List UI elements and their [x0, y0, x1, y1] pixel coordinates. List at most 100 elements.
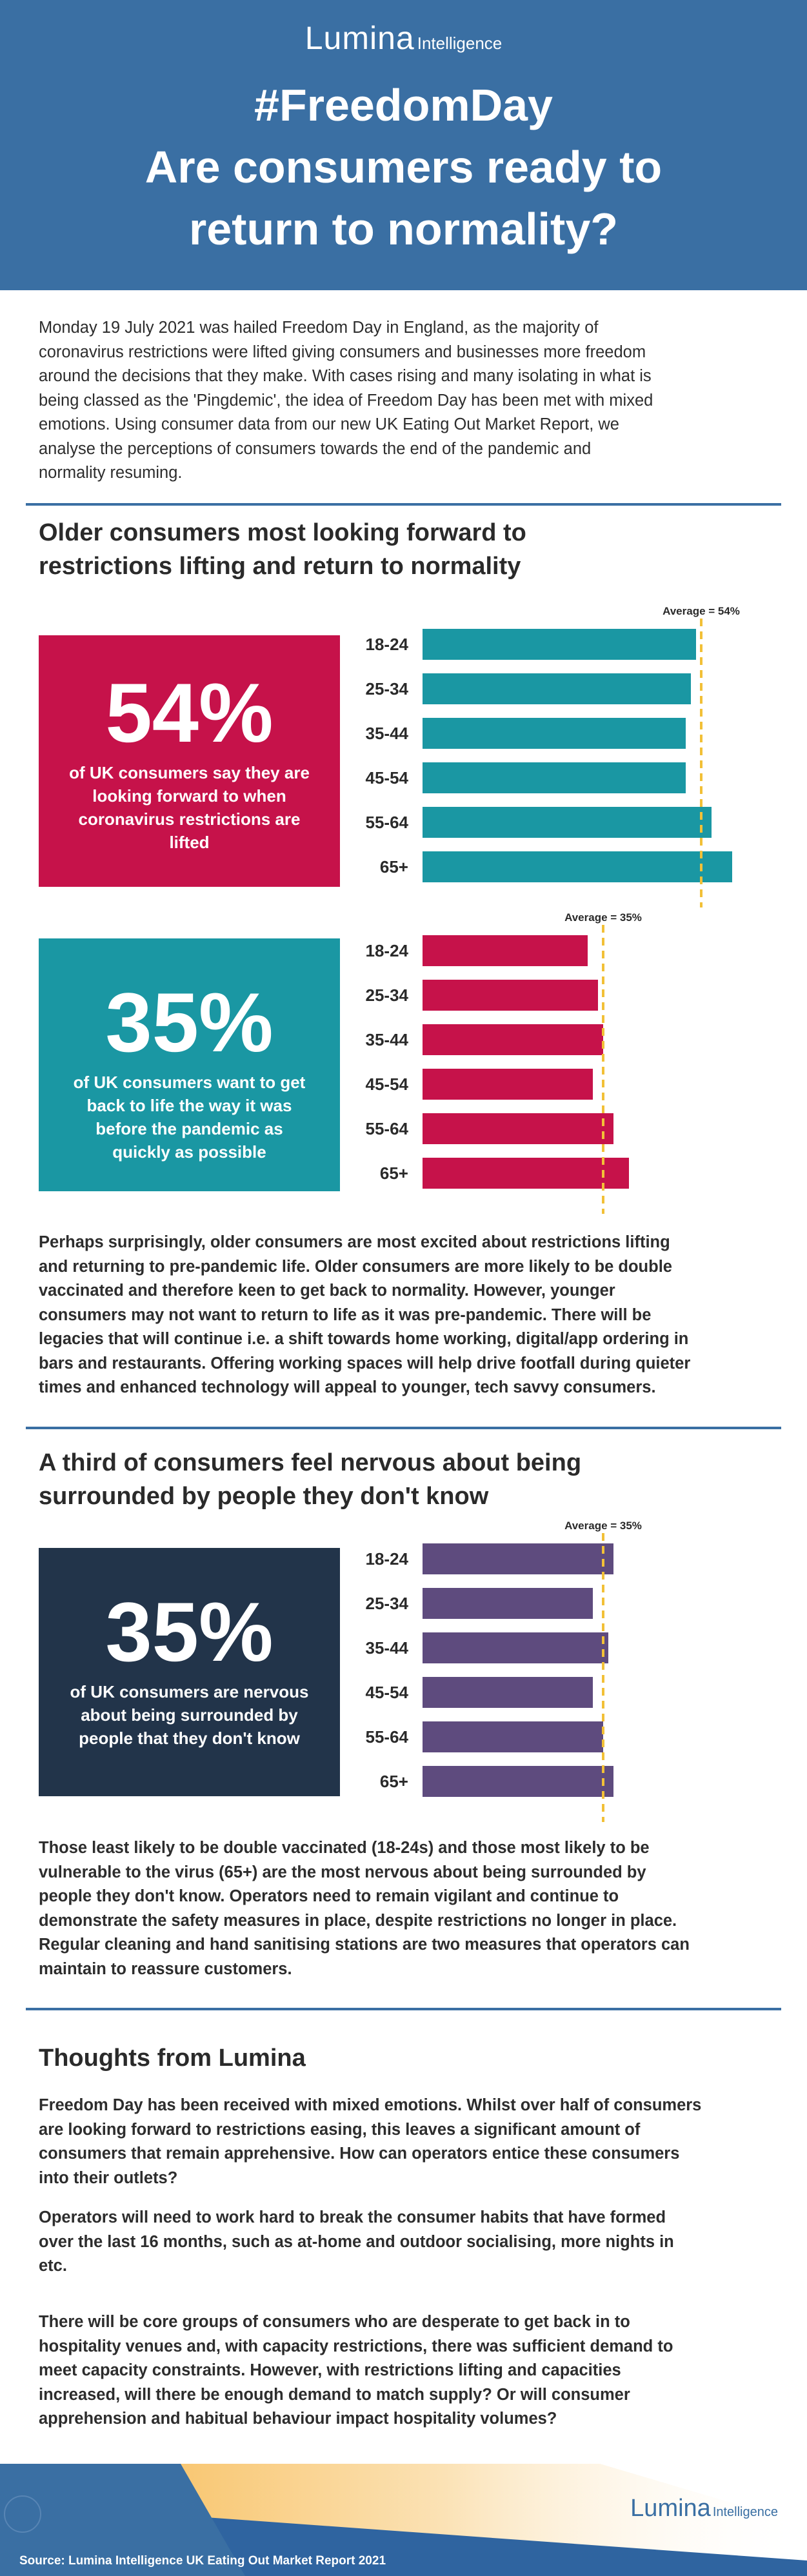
body-line: apprehension and habitual behaviour impa… [39, 2410, 557, 2428]
stat-card-looking-forward: 54% of UK consumers say they are looking… [39, 635, 340, 887]
chart-looking-forward: 18-24 25-34 35-44 45-54 55-64 65+ Average = 54… [361, 603, 740, 907]
average-label: Average = 35% [564, 1520, 642, 1532]
stat-card-nervous: 35% of UK consumers are nervous about be… [39, 1548, 340, 1796]
thoughts-paragraph-3: There will be core groups of consumers w… [39, 2310, 771, 2432]
desc-line: coronavirus restrictions are [78, 809, 301, 829]
category-label-45-54: 45-54 [366, 1075, 409, 1094]
heading-line: A third of consumers feel nervous about … [39, 1449, 582, 1476]
bar-35-44 [423, 1024, 603, 1055]
section2-body: Those least likely to be double vaccinat… [39, 1836, 771, 1981]
body-line: are looking forward to restrictions easi… [39, 2120, 641, 2139]
stat-value: 35% [105, 1585, 274, 1679]
body-line: times and enhanced technology will appea… [39, 1378, 656, 1396]
header-banner: Lumina Intelligence #FreedomDay Are consu… [0, 0, 807, 290]
footer-logo: Lumina Intelligence [630, 2495, 778, 2522]
body-line: vaccinated and therefore keen to get bac… [39, 1282, 615, 1300]
stat-description: of UK consumers are nervous about being … [39, 1680, 340, 1750]
footer-graphic [0, 2464, 807, 2576]
category-label-55-64: 55-64 [366, 1727, 409, 1747]
stat-value: 54% [105, 666, 274, 760]
header-logo: Lumina Intelligence [0, 19, 807, 57]
category-label-25-34: 25-34 [366, 986, 409, 1005]
body-line: people they don't know. Operators need t… [39, 1887, 619, 1905]
bar-55-64 [423, 1113, 613, 1144]
bar-55-64 [423, 1721, 603, 1752]
body-line: demonstrate the safety measures in place… [39, 1911, 677, 1930]
category-label-25-34: 25-34 [366, 679, 409, 698]
source-note: Source: Lumina Intelligence UK Eating Ou… [19, 2554, 386, 2568]
body-line: into their outlets? [39, 2168, 178, 2187]
category-label-65+: 65+ [380, 857, 408, 877]
category-label-35-44: 35-44 [366, 724, 409, 743]
body-line: Freedom Day has been received with mixed… [39, 2096, 702, 2114]
body-line: bars and restaurants. Offering working s… [39, 1354, 691, 1372]
bar-55-64 [423, 807, 712, 838]
stat-value: 35% [105, 975, 274, 1069]
body-line: over the last 16 months, such as at-home… [39, 2232, 674, 2251]
body-line: meet capacity constraints. However, with… [39, 2361, 621, 2379]
bar-18-24 [423, 629, 696, 660]
category-label-18-24: 18-24 [366, 635, 409, 654]
footer-logo-brand: Lumina [630, 2495, 711, 2522]
category-label-35-44: 35-44 [366, 1030, 409, 1049]
bar-chart-nervous: 18-24 25-34 35-44 45-54 55-64 65+ Average = 35… [366, 1520, 642, 1822]
section-divider [26, 503, 781, 506]
desc-line: before the pandemic as [95, 1119, 283, 1138]
thoughts-paragraph-2: Operators will need to work hard to brea… [39, 2206, 771, 2279]
section2-heading: A third of consumers feel nervous about … [39, 1446, 748, 1513]
desc-line: looking forward to when [92, 786, 286, 806]
intro-line: analyse the perceptions of consumers tow… [39, 439, 592, 458]
desc-line: about being surrounded by [81, 1705, 298, 1725]
section1-body: Perhaps surprisingly, older consumers ar… [39, 1231, 771, 1400]
category-label-18-24: 18-24 [366, 941, 409, 960]
body-line: maintain to reassure customers. [39, 1959, 292, 1978]
heading-line: restrictions lifting and return to norma… [39, 553, 521, 580]
section-divider [26, 2008, 781, 2010]
logo-brand: Lumina [304, 20, 415, 56]
desc-line: quickly as possible [112, 1142, 266, 1162]
category-label-25-34: 25-34 [366, 1594, 409, 1613]
heading-line: surrounded by people they don't know [39, 1483, 489, 1510]
stat-description: of UK consumers say they are looking for… [39, 761, 340, 854]
intro-line: Monday 19 July 2021 was hailed Freedom D… [39, 319, 599, 337]
bar-chart-looking-forward: 18-24 25-34 35-44 45-54 55-64 65+ Average = 54… [366, 605, 740, 907]
body-line: consumers that remain apprehensive. How … [39, 2145, 680, 2163]
chart-nervous: 18-24 25-34 35-44 45-54 55-64 65+ Average = 35… [361, 1518, 722, 1822]
category-label-65+: 65+ [380, 1164, 408, 1183]
bar-65+ [423, 1158, 629, 1189]
bar-45-54 [423, 1677, 593, 1708]
section1-heading: Older consumers most looking forward to … [39, 516, 748, 583]
desc-line: people that they don't know [79, 1729, 300, 1748]
body-line: legacies that will continue i.e. a shift… [39, 1330, 689, 1348]
body-line: Operators will need to work hard to brea… [39, 2208, 666, 2226]
thoughts-heading: Thoughts from Lumina [39, 2045, 306, 2072]
bar-25-34 [423, 1588, 593, 1619]
category-label-18-24: 18-24 [366, 1549, 409, 1569]
intro-line: around the decisions that they make. Wit… [39, 367, 652, 385]
bar-18-24 [423, 1543, 613, 1574]
category-label-55-64: 55-64 [366, 1119, 409, 1138]
intro-line: being classed as the 'Pingdemic', the id… [39, 391, 653, 410]
category-label-65+: 65+ [380, 1772, 408, 1791]
bar-65+ [423, 851, 732, 882]
desc-line: of UK consumers are nervous [70, 1682, 309, 1701]
bar-45-54 [423, 762, 686, 793]
title-line-3: return to normality? [188, 204, 619, 254]
thoughts-paragraph-1: Freedom Day has been received with mixed… [39, 2094, 771, 2190]
average-label: Average = 35% [564, 911, 642, 924]
heading-line: Older consumers most looking forward to [39, 519, 526, 546]
section-divider [26, 1427, 781, 1429]
bar-25-34 [423, 980, 598, 1011]
category-label-45-54: 45-54 [366, 768, 409, 788]
body-line: etc. [39, 2257, 67, 2275]
desc-line: of UK consumers say they are [69, 763, 310, 782]
bar-65+ [423, 1766, 613, 1797]
bar-35-44 [423, 718, 686, 749]
footer-logo-sub: Intelligence [712, 2505, 778, 2519]
body-line: hospitality venues and, with capacity re… [39, 2337, 673, 2355]
bar-18-24 [423, 935, 588, 966]
stat-description: of UK consumers want to get back to life… [39, 1071, 340, 1164]
intro-line: emotions. Using consumer data from our n… [39, 415, 619, 433]
body-line: Perhaps surprisingly, older consumers ar… [39, 1233, 670, 1251]
bar-chart-back-to-normal: 18-24 25-34 35-44 45-54 55-64 65+ Average = 35… [366, 911, 642, 1214]
